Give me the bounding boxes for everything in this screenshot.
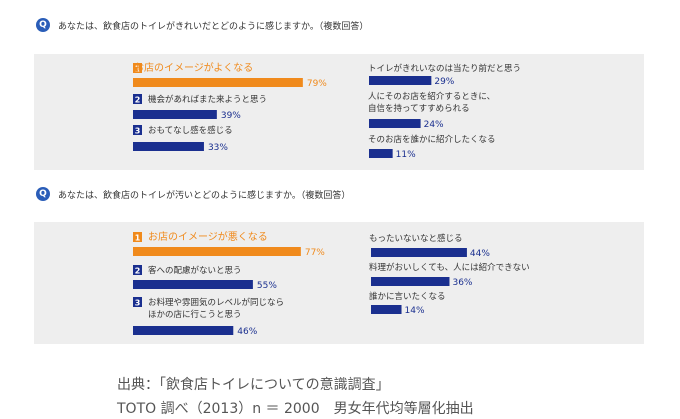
category-label: お店のイメージが悪くなる: [148, 230, 268, 243]
question-icon: Q: [36, 18, 50, 32]
bar: [133, 280, 253, 289]
value-label: 55%: [257, 281, 277, 291]
rank-number: 2: [135, 96, 141, 105]
category-label: おもてなし感を感じる: [148, 125, 233, 136]
value-label: 11%: [396, 150, 416, 160]
category-label: 自信を持ってすすめられる: [368, 103, 470, 114]
rank-number: 1: [135, 65, 141, 74]
rank-number: 2: [135, 267, 141, 276]
bar: [371, 248, 467, 257]
category-label: トイレがきれいなのは当たり前だと思う: [368, 63, 521, 74]
category-label: お店のイメージがよくなる: [134, 61, 253, 74]
rank-number: 1: [135, 234, 141, 243]
category-label: ほかの店に行こうと思う: [148, 309, 242, 320]
bar: [371, 277, 450, 286]
chart-dirty-toilet: 1 お店のイメージが悪くなる 77% 2 客への配慮がないと思う 55% 3 お料理や雰囲気の…: [133, 230, 530, 337]
bar: [133, 78, 303, 87]
rank-badge-box: [133, 232, 142, 242]
value-label: 46%: [237, 327, 257, 337]
bar: [371, 305, 402, 314]
question-2: Q あなたは、飲食店のトイレが汚いとどのように感じますか。（複数回答）: [36, 186, 350, 202]
bar: [369, 119, 421, 128]
rank-number: 3: [135, 299, 141, 308]
bar: [369, 76, 432, 85]
category-label: そのお店を誰かに紹介したくなる: [368, 134, 496, 145]
category-label: 機会があればまた来ようと思う: [148, 94, 267, 105]
category-label: 人にそのお店を紹介するときに、: [368, 91, 495, 102]
value-label: 29%: [434, 77, 454, 87]
question-1: Q あなたは、飲食店のトイレがきれいだとどのように感じますか。（複数回答）: [36, 17, 368, 33]
category-label: もったいないなと感じる: [369, 233, 463, 244]
bar: [133, 326, 234, 335]
chart-panel-1: 1 お店のイメージがよくなる 79% 2 機会があればまた来ようと思う 39% 3 おもてなし…: [34, 54, 644, 170]
bar: [133, 142, 204, 151]
rank-badge-box: [133, 297, 142, 307]
bar: [133, 110, 217, 119]
rank-badge-box: [133, 265, 142, 275]
rank-badge-box: [133, 94, 142, 104]
source-line-1: 出典：「飲食店トイレについての意識調査」: [117, 377, 390, 393]
value-label: 24%: [424, 120, 444, 130]
source-line-2: TOTO 調べ（2013）n ＝ 2000 男女年代均等層化抽出: [117, 401, 474, 417]
rank-number: 3: [135, 127, 141, 136]
category-label: 客への配慮がないと思う: [148, 265, 242, 276]
value-label: 77%: [305, 248, 325, 258]
rank-badge: 3: [133, 125, 142, 136]
question-icon: Q: [36, 187, 50, 201]
category-label: お料理や雰囲気のレベルが同じなら: [148, 297, 284, 308]
question-2-text: あなたは、飲食店のトイレが汚いとどのように感じますか。（複数回答）: [58, 190, 351, 201]
rank-badge: 3: [133, 297, 142, 308]
rank-badge: 2: [133, 265, 142, 276]
category-label: 料理がおいしくても、人には紹介できない: [369, 262, 530, 273]
rank-badge-box: [133, 63, 142, 73]
rank-badge: 2: [133, 94, 142, 105]
value-label: 14%: [405, 306, 425, 316]
question-1-text: あなたは、飲食店のトイレがきれいだとどのように感じますか。（複数回答）: [58, 21, 369, 32]
value-label: 33%: [208, 143, 228, 153]
category-label: 誰かに言いたくなる: [369, 291, 446, 302]
rank-badge: 1: [133, 232, 142, 243]
value-label: 39%: [221, 111, 241, 121]
bar: [369, 149, 393, 158]
value-label: 79%: [307, 79, 327, 89]
value-label: 36%: [452, 278, 472, 288]
bar: [133, 247, 301, 256]
rank-badge-box: [133, 125, 142, 135]
rank-badge: 1: [133, 63, 142, 74]
value-label: 44%: [470, 249, 490, 259]
chart-panel-2: 1 お店のイメージが悪くなる 77% 2 客への配慮がないと思う 55% 3 お料理や雰囲気の…: [34, 222, 644, 344]
